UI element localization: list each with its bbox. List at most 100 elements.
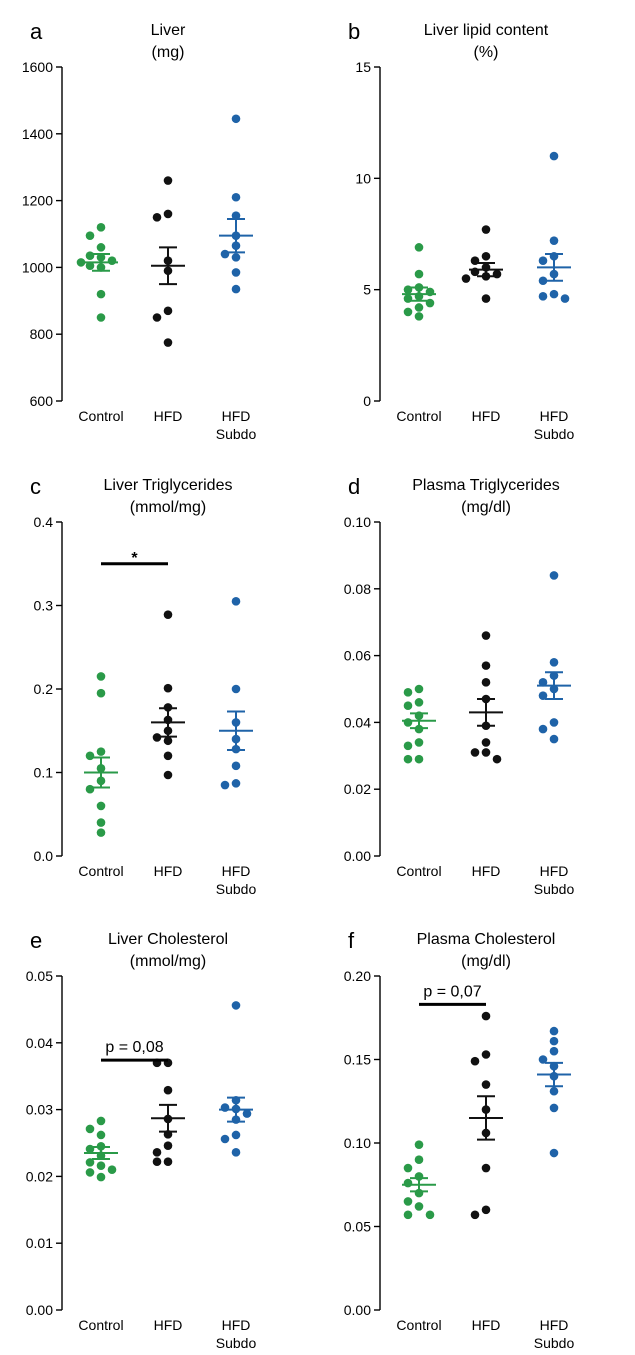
y-tick-label: 0.05 (344, 1219, 371, 1235)
y-tick-label: 1000 (22, 259, 53, 275)
data-point (152, 733, 162, 742)
data-point (231, 1130, 241, 1140)
data-point (549, 734, 559, 744)
x-category-label: HFD (472, 1317, 501, 1333)
significance-label: p = 0,07 (423, 983, 481, 1000)
data-point (549, 1046, 559, 1056)
panel-f: f Plasma Cholesterol (mg/dl) 0.00 0.05 0.10 0.… (344, 928, 575, 1351)
data-point (481, 1163, 491, 1173)
data-point (96, 747, 106, 756)
data-point (481, 631, 491, 640)
data-point (163, 338, 173, 347)
data-point (231, 253, 241, 262)
data-point (470, 1210, 480, 1220)
panel-a: a Liver (mg) 600 800 1000 1200 1400 1600 Control H… (22, 19, 257, 442)
data-point (163, 1157, 173, 1167)
data-point (231, 779, 241, 788)
data-point (414, 269, 424, 279)
panel-c: c Liver Triglycerides (mmol/mg) 0.0 0.1 0.2 0.… (30, 474, 256, 897)
y-tick-label: 0.15 (344, 1052, 371, 1068)
data-point (481, 661, 491, 670)
data-point (85, 751, 95, 761)
chart-title-line-2: (mmol/mg) (130, 953, 206, 970)
data-point (96, 1116, 106, 1126)
data-point (481, 738, 491, 747)
significance-label: p = 0,08 (105, 1039, 163, 1056)
data-point (231, 1148, 241, 1157)
y-tick-label: 0.1 (34, 765, 54, 781)
data-point (163, 176, 173, 185)
chart-title-line-1: Plasma Triglycerides (412, 477, 560, 494)
y-tick-label: 0.00 (344, 848, 371, 864)
data-point (560, 294, 570, 303)
panel-letter: e (30, 928, 42, 953)
y-tick-label: 0.00 (344, 1302, 371, 1318)
x-category-label: HFD (222, 408, 251, 424)
y-tick-label: 0.3 (34, 598, 54, 614)
data-point (425, 1210, 435, 1220)
data-point (414, 698, 424, 707)
data-point (414, 684, 424, 694)
data-point (85, 261, 95, 271)
x-category-label: Control (396, 408, 441, 424)
chart-title-line-2: (mg) (152, 44, 185, 61)
data-point (96, 243, 106, 252)
data-point (481, 748, 491, 757)
chart-title-line-2: (mmol/mg) (130, 499, 206, 516)
x-category-label: HFD (540, 863, 569, 879)
data-point (538, 292, 548, 301)
data-point (85, 1158, 95, 1167)
y-tick-label: 0.02 (26, 1168, 53, 1184)
x-category-label: HFD (472, 863, 501, 879)
data-point (403, 1197, 413, 1206)
data-point (538, 256, 548, 266)
y-tick-label: 0 (363, 393, 371, 409)
data-point (85, 1124, 95, 1134)
data-point (538, 276, 548, 286)
y-tick-label: 0.10 (344, 1135, 371, 1151)
y-tick-label: 0.00 (26, 1302, 53, 1318)
data-point (96, 688, 106, 698)
data-point (220, 1134, 230, 1144)
chart-title-line-2: (%) (474, 44, 499, 61)
panel-letter: d (348, 474, 360, 499)
chart-title-line-1: Liver lipid content (424, 22, 549, 39)
data-point (231, 192, 241, 202)
x-category-label: HFD (222, 1317, 251, 1333)
data-point (220, 780, 230, 790)
data-point (163, 1141, 173, 1150)
data-point (96, 1161, 106, 1171)
data-point (414, 754, 424, 764)
x-category-label: Subdo (534, 1335, 575, 1351)
data-point (220, 249, 230, 259)
x-category-label: HFD (154, 408, 183, 424)
data-point (481, 251, 491, 261)
data-point (96, 1172, 106, 1182)
data-point (107, 1165, 117, 1175)
data-point (403, 741, 413, 751)
data-point (549, 1036, 559, 1046)
data-point (96, 1130, 106, 1140)
data-point (85, 784, 95, 794)
x-category-label: HFD (222, 863, 251, 879)
y-tick-label: 0.04 (26, 1035, 53, 1051)
data-point (220, 1103, 230, 1112)
y-tick-label: 0.08 (344, 581, 371, 597)
panel-letter: b (348, 19, 360, 44)
x-category-label: HFD (540, 1317, 569, 1333)
data-point (461, 274, 471, 283)
x-category-label: HFD (154, 863, 183, 879)
x-category-label: Control (396, 1317, 441, 1333)
data-point (549, 571, 559, 580)
data-point (85, 251, 95, 261)
data-point (163, 770, 173, 780)
data-point (403, 754, 413, 764)
data-point (481, 1080, 491, 1089)
data-point (481, 678, 491, 687)
data-point (470, 1056, 480, 1066)
data-point (538, 724, 548, 734)
y-tick-label: 10 (355, 170, 371, 186)
data-point (231, 284, 241, 294)
data-point (163, 1085, 173, 1095)
